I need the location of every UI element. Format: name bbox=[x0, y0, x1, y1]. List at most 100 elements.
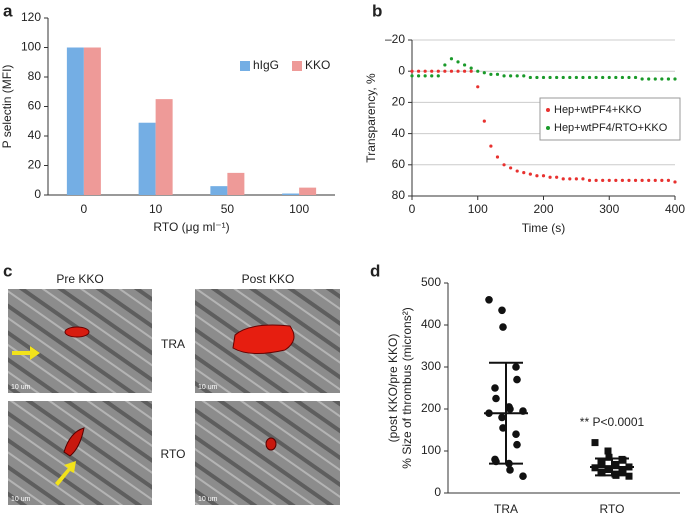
data-point bbox=[509, 166, 513, 170]
legend-marker bbox=[546, 108, 550, 112]
data-point bbox=[456, 69, 460, 73]
panel-label: a bbox=[3, 1, 13, 20]
data-point bbox=[591, 439, 599, 447]
data-point bbox=[605, 465, 613, 473]
data-point bbox=[574, 75, 578, 80]
x-tick-label: 200 bbox=[533, 202, 553, 216]
data-point bbox=[594, 178, 598, 182]
data-point bbox=[499, 424, 507, 432]
y-tick-label: 60 bbox=[392, 157, 406, 171]
data-point bbox=[498, 306, 506, 315]
x-tick-label: 0 bbox=[81, 202, 88, 216]
data-point bbox=[535, 174, 539, 178]
data-point bbox=[607, 178, 611, 182]
micrograph bbox=[195, 401, 340, 505]
data-point bbox=[502, 74, 506, 78]
data-point bbox=[513, 375, 521, 384]
data-point bbox=[502, 163, 506, 167]
data-point bbox=[660, 77, 664, 81]
data-point bbox=[574, 177, 578, 181]
data-point bbox=[443, 63, 447, 67]
bar bbox=[227, 172, 245, 195]
data-point bbox=[495, 155, 500, 159]
x-tick-label: RTO bbox=[600, 502, 625, 516]
y-tick-label: 40 bbox=[392, 126, 406, 140]
y-tick-label: 400 bbox=[421, 317, 441, 331]
data-point bbox=[535, 75, 539, 80]
data-point bbox=[620, 178, 625, 182]
data-point bbox=[614, 75, 618, 80]
panel-label: d bbox=[370, 261, 380, 280]
data-point bbox=[619, 467, 627, 475]
data-point bbox=[640, 178, 644, 182]
data-point bbox=[482, 119, 486, 123]
x-tick-label: 100 bbox=[289, 202, 309, 216]
data-point bbox=[594, 75, 598, 80]
thrombus bbox=[64, 326, 90, 338]
data-point bbox=[587, 75, 592, 80]
bar bbox=[210, 186, 228, 195]
data-point bbox=[491, 384, 499, 392]
data-point bbox=[463, 63, 467, 67]
bar bbox=[66, 47, 84, 195]
data-point bbox=[612, 462, 620, 470]
data-point bbox=[640, 77, 644, 81]
arrow bbox=[12, 346, 40, 360]
data-point bbox=[666, 178, 671, 182]
annotation: ** P<0.0001 bbox=[580, 415, 645, 429]
thrombus bbox=[63, 427, 85, 457]
column-label: Pre KKO bbox=[56, 272, 103, 286]
data-point bbox=[423, 69, 427, 73]
data-point bbox=[660, 178, 664, 182]
arrow bbox=[55, 461, 76, 486]
legend-label: Hep+wtPF4/RTO+KKO bbox=[554, 122, 668, 134]
data-point bbox=[512, 363, 520, 371]
data-point bbox=[647, 178, 651, 182]
data-point bbox=[598, 459, 606, 467]
data-point bbox=[506, 466, 514, 474]
data-point bbox=[469, 66, 473, 70]
x-tick-label: 0 bbox=[409, 202, 416, 216]
data-point bbox=[604, 447, 612, 455]
data-point bbox=[673, 77, 677, 81]
thrombus bbox=[265, 437, 277, 451]
y-axis-label: % Size of thrombus (microns²) bbox=[400, 307, 414, 468]
y-tick-label: 300 bbox=[421, 359, 441, 373]
data-point bbox=[620, 75, 625, 80]
data-point bbox=[485, 296, 493, 304]
x-tick-label: TRA bbox=[494, 502, 518, 516]
legend-box bbox=[539, 97, 681, 141]
x-tick-label: 100 bbox=[468, 202, 488, 216]
panel-label: c bbox=[3, 261, 12, 280]
thrombus bbox=[232, 324, 295, 354]
data-point bbox=[555, 75, 559, 80]
data-point bbox=[555, 175, 559, 179]
data-point bbox=[515, 74, 519, 78]
data-point bbox=[673, 180, 677, 184]
data-point bbox=[495, 72, 500, 76]
data-point bbox=[513, 440, 521, 449]
data-point bbox=[548, 175, 552, 179]
data-point bbox=[456, 60, 460, 64]
bar bbox=[138, 122, 156, 195]
bar bbox=[282, 193, 300, 195]
data-point bbox=[568, 177, 572, 181]
data-point bbox=[492, 394, 500, 403]
micrograph bbox=[8, 401, 152, 505]
y-tick-label: 40 bbox=[28, 128, 42, 142]
y-tick-label: 60 bbox=[28, 99, 42, 113]
data-point bbox=[561, 177, 565, 181]
data-point bbox=[519, 472, 527, 481]
scale-bar-label: 10 um bbox=[198, 496, 218, 503]
x-axis-label: RTO (μg ml⁻¹) bbox=[153, 220, 229, 234]
data-point bbox=[541, 174, 546, 178]
y-tick-label: 120 bbox=[21, 10, 41, 24]
data-point bbox=[489, 144, 493, 148]
data-point bbox=[528, 75, 532, 80]
data-point bbox=[506, 405, 514, 413]
data-point bbox=[522, 171, 526, 175]
data-point bbox=[416, 74, 421, 78]
data-point bbox=[607, 75, 611, 80]
data-point bbox=[633, 75, 638, 80]
